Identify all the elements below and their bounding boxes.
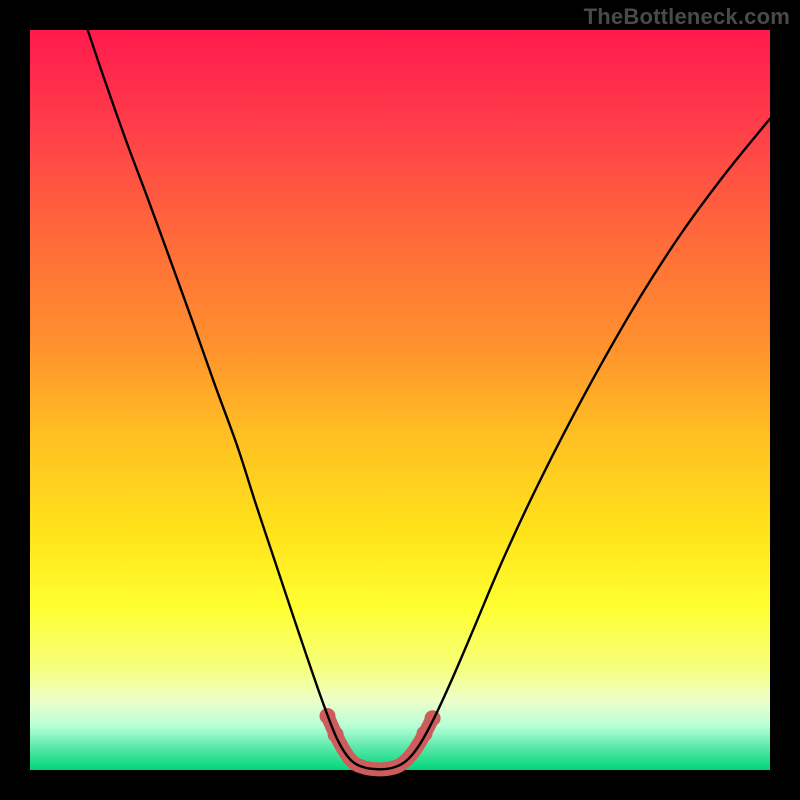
plot-background: [30, 30, 770, 770]
chart-frame: TheBottleneck.com: [0, 0, 800, 800]
bottleneck-chart: [0, 0, 800, 800]
